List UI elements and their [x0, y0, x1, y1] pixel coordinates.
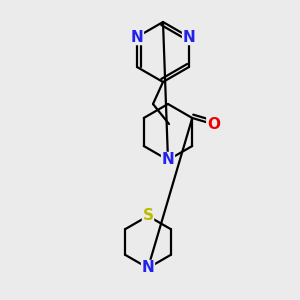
Text: N: N — [162, 152, 174, 167]
Text: N: N — [142, 260, 154, 275]
Text: S: S — [142, 208, 154, 224]
Text: O: O — [207, 117, 220, 132]
Text: N: N — [183, 29, 195, 44]
Text: N: N — [130, 29, 143, 44]
